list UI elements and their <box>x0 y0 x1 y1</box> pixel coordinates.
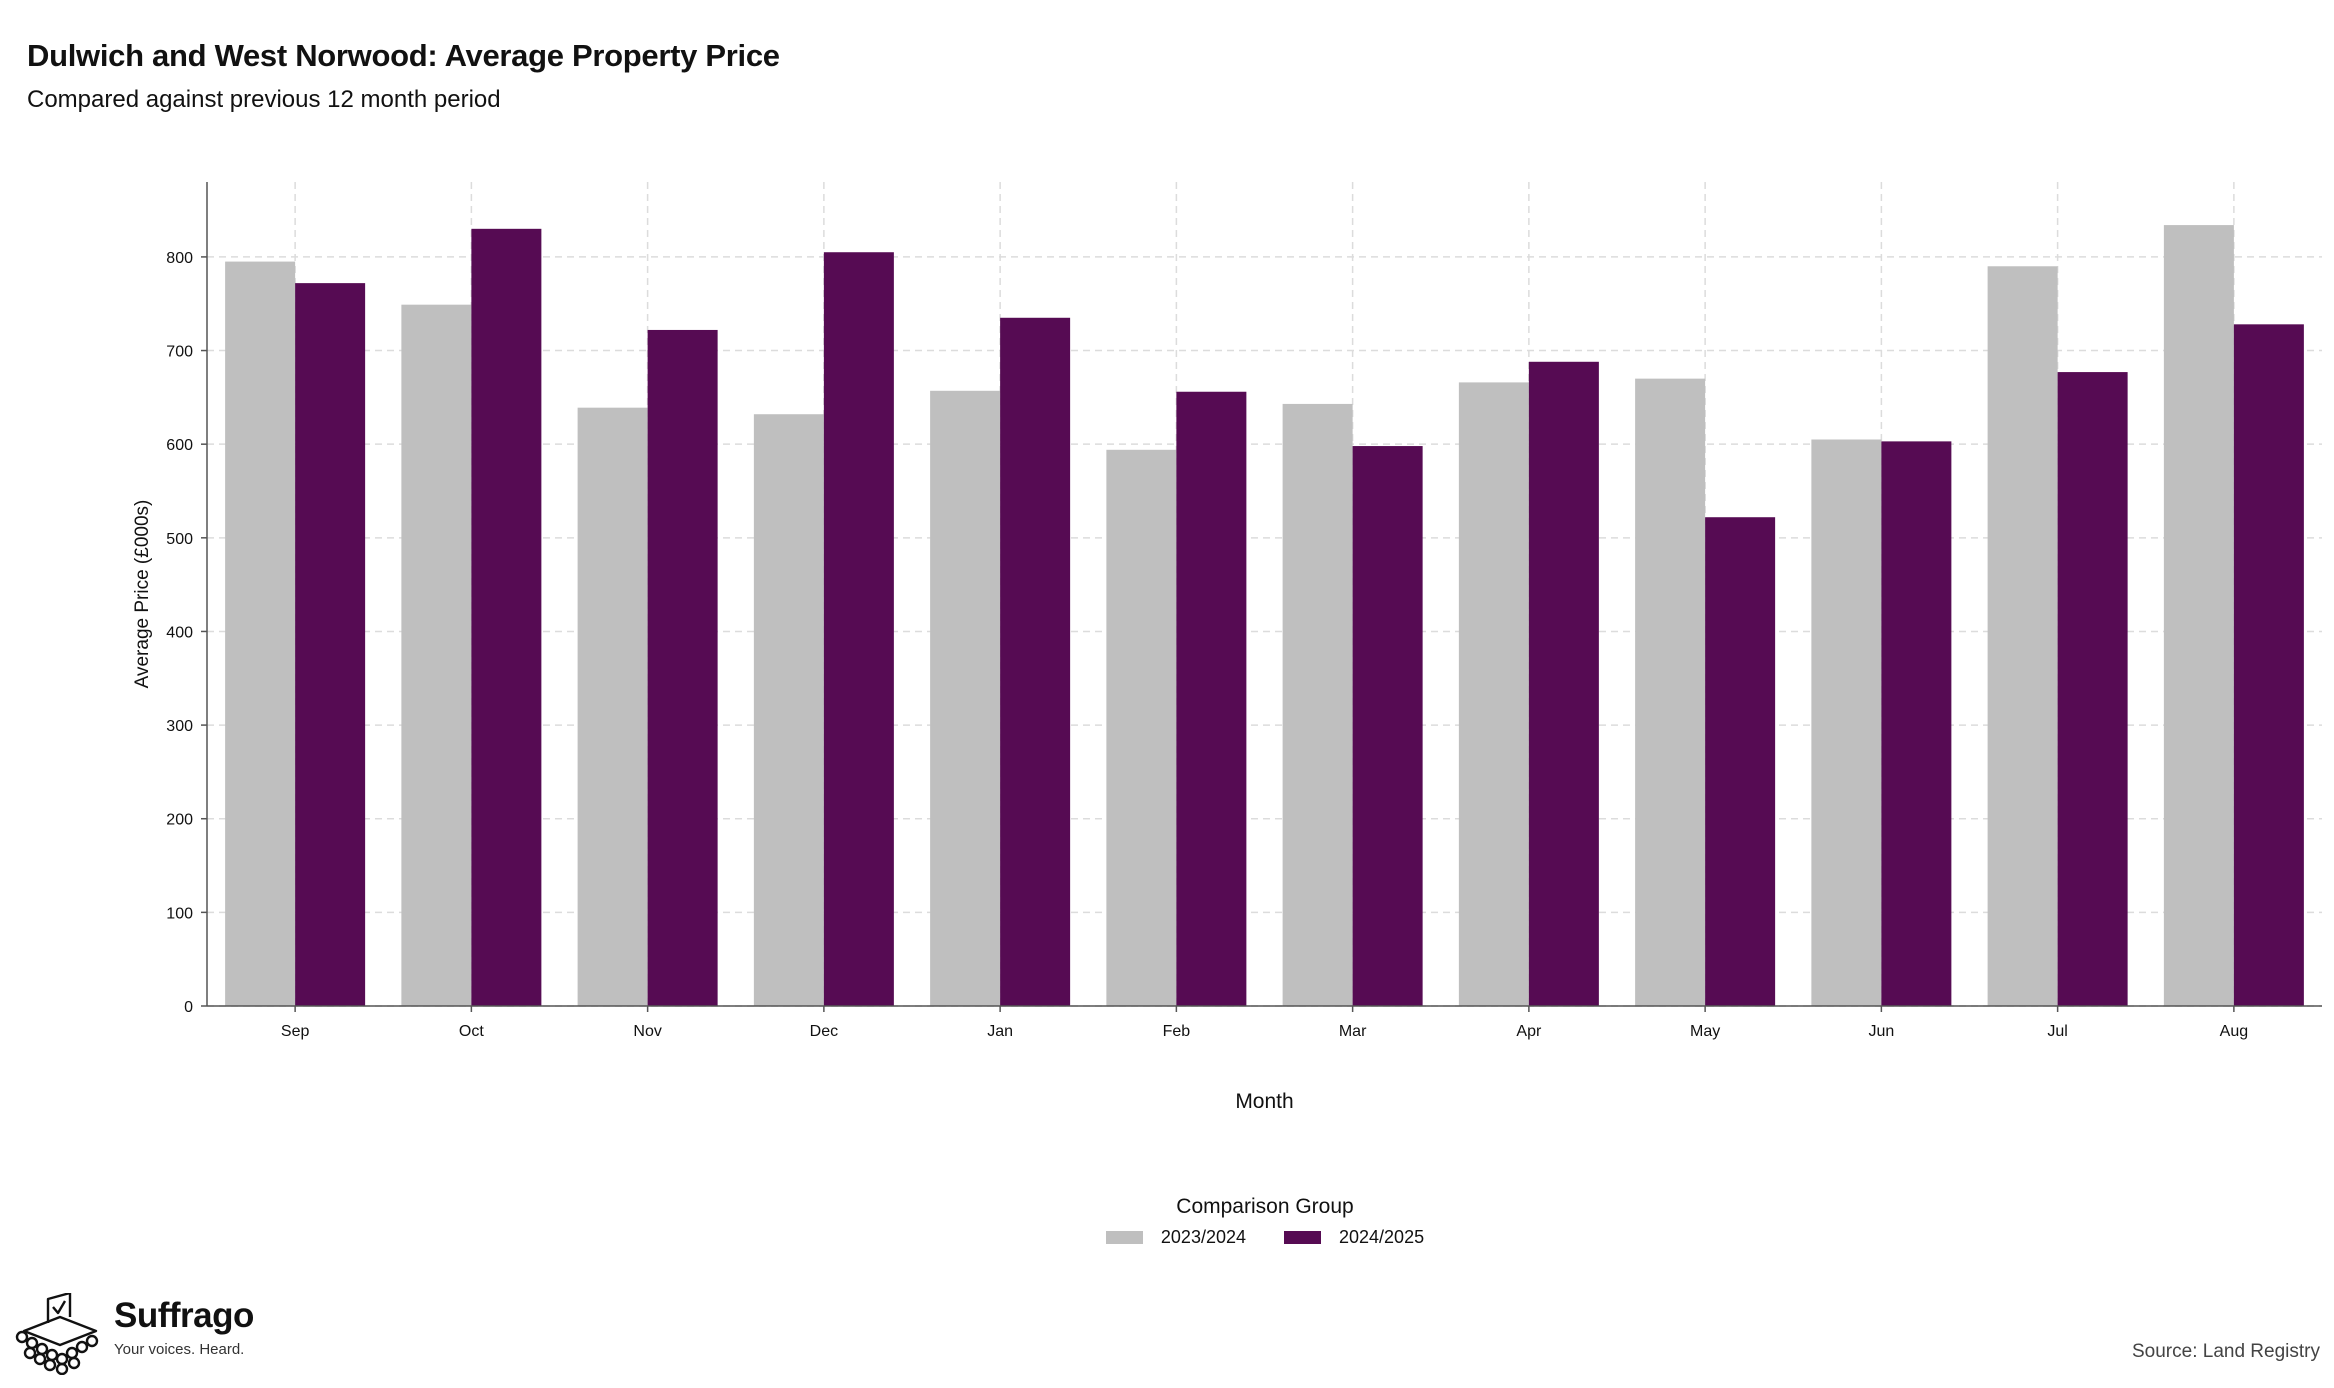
legend-label-2024-2025: 2024/2025 <box>1339 1227 1425 1247</box>
x-axis-title: Month <box>1235 1090 1293 1113</box>
source-note: Source: Land Registry <box>2132 1341 2320 1362</box>
bar-2023-2024-jun <box>1811 439 1882 1006</box>
bar-2024-2025-dec <box>823 252 894 1006</box>
x-tick-label-sep: Sep <box>281 1023 310 1040</box>
chart-subtitle: Compared against previous 12 month perio… <box>27 86 501 113</box>
y-tick-label: 100 <box>166 905 193 922</box>
x-tick-label-jul: Jul <box>2047 1023 2067 1040</box>
bar-2024-2025-oct <box>471 228 542 1006</box>
y-tick-label: 400 <box>166 624 193 641</box>
bar-2024-2025-may <box>1705 517 1776 1006</box>
legend: Comparison Group 2023/2024 2024/2025 <box>1000 1195 1530 1248</box>
y-tick-label: 300 <box>166 718 193 735</box>
legend-item-2023-2024: 2023/2024 <box>1105 1227 1246 1248</box>
chart-title: Dulwich and West Norwood: Average Proper… <box>27 38 780 73</box>
y-tick-label: 700 <box>166 344 193 361</box>
bar-2024-2025-mar <box>1352 446 1423 1006</box>
legend-items: 2023/2024 2024/2025 <box>1000 1227 1530 1248</box>
x-tick-label-oct: Oct <box>459 1023 484 1040</box>
bar-2024-2025-feb <box>1176 391 1247 1006</box>
bar-2024-2025-nov <box>647 329 718 1007</box>
bar-2023-2024-may <box>1635 378 1706 1006</box>
x-tick-label-jun: Jun <box>1868 1023 1894 1040</box>
bar-2024-2025-apr <box>1528 361 1599 1006</box>
brand-logo: Suffrago Your voices. Heard. <box>14 1293 254 1375</box>
brand-name: Suffrago <box>114 1296 254 1335</box>
ballot-box-crowd-icon <box>15 1293 99 1375</box>
x-tick-label-nov: Nov <box>633 1023 661 1040</box>
bar-2024-2025-jul <box>2057 372 2128 1007</box>
bar-2023-2024-aug <box>2163 225 2234 1006</box>
bar-2023-2024-apr <box>1458 382 1529 1006</box>
bar-chart: 0 100 200 300 400 500 600 700 800 Sep Oct Nov Dec Jan… <box>132 182 2322 1113</box>
y-tick-label: 500 <box>166 531 193 548</box>
x-tick-label-jan: Jan <box>987 1023 1013 1040</box>
y-tick-label: 0 <box>184 999 193 1016</box>
legend-swatch-2023-2024 <box>1105 1231 1143 1244</box>
bar-2023-2024-nov <box>577 407 648 1006</box>
legend-item-2024-2025: 2024/2025 <box>1284 1227 1424 1248</box>
y-tick-label: 600 <box>166 437 193 454</box>
bar-2024-2025-jun <box>1881 441 1952 1006</box>
legend-swatch-2024-2025 <box>1284 1231 1321 1244</box>
bar-2023-2024-jul <box>1987 266 2058 1007</box>
bar-2023-2024-dec <box>753 414 824 1007</box>
brand-tagline: Your voices. Heard. <box>114 1341 245 1358</box>
bar-2024-2025-jan <box>1000 317 1071 1007</box>
bar-2024-2025-aug <box>2233 324 2304 1006</box>
y-axis-title: Average Price (£000s) <box>132 500 153 689</box>
x-tick-label-feb: Feb <box>1163 1023 1191 1040</box>
legend-label-2023-2024: 2023/2024 <box>1160 1227 1246 1247</box>
x-tick-label-dec: Dec <box>810 1023 838 1040</box>
y-tick-label: 800 <box>166 250 193 267</box>
bar-2023-2024-oct <box>401 304 472 1006</box>
bar-2023-2024-sep <box>225 261 296 1006</box>
x-tick-label-aug: Aug <box>2220 1023 2248 1040</box>
x-tick-label-apr: Apr <box>1516 1023 1542 1040</box>
legend-title: Comparison Group <box>1176 1195 1354 1218</box>
y-tick-label: 200 <box>166 812 193 829</box>
bar-2023-2024-mar <box>1282 403 1353 1006</box>
bar-2023-2024-feb <box>1106 449 1177 1006</box>
x-tick-label-mar: Mar <box>1339 1023 1367 1040</box>
x-tick-label-may: May <box>1690 1023 1720 1040</box>
bar-2023-2024-jan <box>930 390 1001 1006</box>
bar-2024-2025-sep <box>295 283 366 1006</box>
